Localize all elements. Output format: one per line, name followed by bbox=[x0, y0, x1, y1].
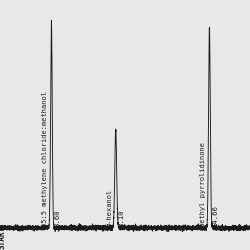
Text: 8.10: 8.10 bbox=[119, 208, 125, 226]
Text: 14.66: 14.66 bbox=[212, 204, 218, 226]
Text: 95:5 methylene chloride:methanol: 95:5 methylene chloride:methanol bbox=[42, 90, 48, 226]
Text: methyl pyrrolidinone: methyl pyrrolidinone bbox=[200, 141, 206, 226]
Text: START: START bbox=[0, 225, 7, 248]
Text: n-hexanol: n-hexanol bbox=[106, 188, 112, 226]
Text: 3.60: 3.60 bbox=[54, 208, 60, 226]
